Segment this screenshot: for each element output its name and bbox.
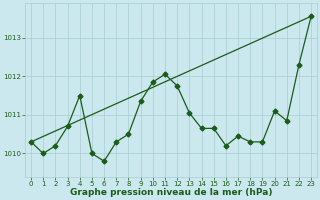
X-axis label: Graphe pression niveau de la mer (hPa): Graphe pression niveau de la mer (hPa)	[70, 188, 272, 197]
